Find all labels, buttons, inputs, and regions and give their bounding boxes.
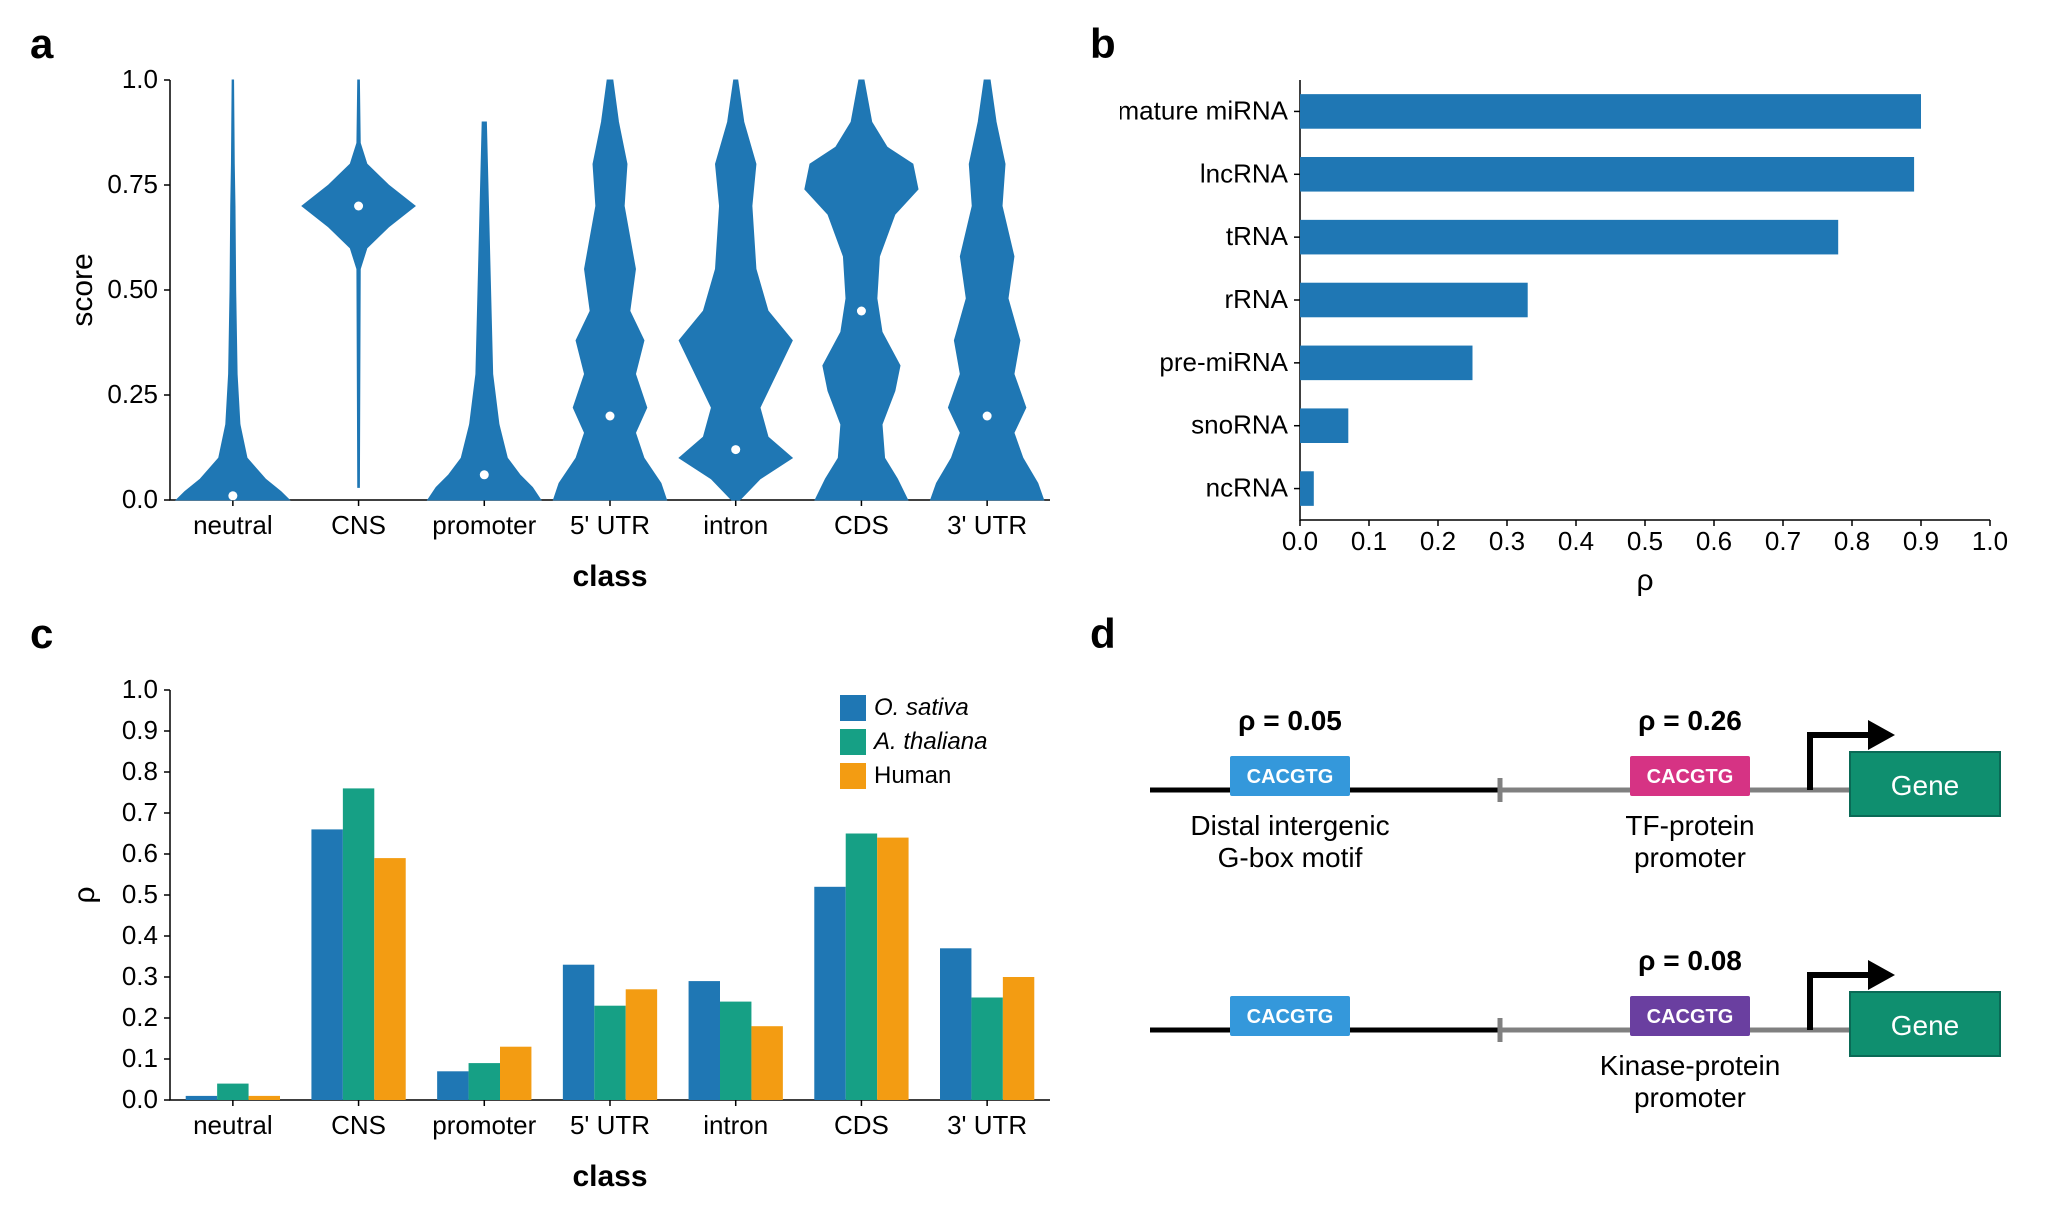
svg-text:0.9: 0.9 <box>122 715 158 745</box>
violin-plot: 0.0 0.25 0.50 0.75 1.0 score class neutral CNS pr… <box>70 60 1070 600</box>
svg-text:promoter: promoter <box>1634 842 1746 873</box>
svg-text:5' UTR: 5' UTR <box>570 510 650 540</box>
svg-text:0.0: 0.0 <box>122 1084 158 1114</box>
legend: O. sativa A. thaliana Human <box>840 694 987 789</box>
svg-text:0.2: 0.2 <box>1420 526 1456 556</box>
svg-text:snoRNA: snoRNA <box>1191 410 1288 440</box>
svg-text:mature miRNA: mature miRNA <box>1120 95 1289 125</box>
svg-text:0.3: 0.3 <box>1489 526 1525 556</box>
svg-text:Distal intergenic: Distal intergenic <box>1190 810 1389 841</box>
svg-text:ρ = 0.05: ρ = 0.05 <box>1238 705 1342 736</box>
svg-text:0.5: 0.5 <box>1627 526 1663 556</box>
svg-text:CACGTG: CACGTG <box>1647 1006 1734 1028</box>
svg-text:Human: Human <box>874 762 951 789</box>
svg-text:intron: intron <box>703 510 768 540</box>
svg-text:Gene: Gene <box>1891 1010 1960 1041</box>
svg-text:0.50: 0.50 <box>107 274 158 304</box>
svg-text:CACGTG: CACGTG <box>1247 1006 1334 1028</box>
svg-text:neutral: neutral <box>193 510 273 540</box>
svg-text:CNS: CNS <box>331 510 386 540</box>
svg-text:CACGTG: CACGTG <box>1647 766 1734 788</box>
svg-text:0.2: 0.2 <box>122 1002 158 1032</box>
svg-text:3' UTR: 3' UTR <box>947 510 1027 540</box>
svg-text:0.7: 0.7 <box>122 797 158 827</box>
svg-text:1.0: 1.0 <box>1972 526 2008 556</box>
svg-text:1.0: 1.0 <box>122 674 158 704</box>
svg-text:ρ = 0.26: ρ = 0.26 <box>1638 705 1742 736</box>
svg-text:0.8: 0.8 <box>1834 526 1870 556</box>
panel-label-d: d <box>1090 610 1116 658</box>
panel-label-c: c <box>30 610 53 658</box>
svg-text:0.4: 0.4 <box>1558 526 1594 556</box>
svg-text:0.8: 0.8 <box>122 756 158 786</box>
svg-text:0.6: 0.6 <box>1696 526 1732 556</box>
svg-text:pre-miRNA: pre-miRNA <box>1159 347 1288 377</box>
svg-text:lncRNA: lncRNA <box>1200 158 1289 188</box>
svg-text:score: score <box>70 253 99 326</box>
svg-text:3' UTR: 3' UTR <box>947 1110 1027 1140</box>
svg-text:0.25: 0.25 <box>107 379 158 409</box>
svg-text:0.1: 0.1 <box>122 1043 158 1073</box>
svg-text:0.6: 0.6 <box>122 838 158 868</box>
svg-text:O. sativa: O. sativa <box>874 694 969 721</box>
horizontal-bar-chart: 0.0 0.1 0.2 0.3 0.4 0.5 0.6 0.7 0.8 0.9 1.0 ρ mature… <box>1120 60 2020 600</box>
svg-text:1.0: 1.0 <box>122 64 158 94</box>
svg-text:class: class <box>572 560 647 593</box>
svg-text:0.9: 0.9 <box>1903 526 1939 556</box>
svg-text:0.75: 0.75 <box>107 169 158 199</box>
svg-text:ncRNA: ncRNA <box>1206 473 1289 503</box>
figure-root: a b c d 0.0 0.25 0.50 0.75 1.0 score class neut… <box>20 20 2052 1207</box>
svg-text:promoter: promoter <box>432 1110 536 1140</box>
svg-text:neutral: neutral <box>193 1110 273 1140</box>
svg-text:CDS: CDS <box>834 510 889 540</box>
svg-text:0.0: 0.0 <box>1282 526 1318 556</box>
svg-text:CACGTG: CACGTG <box>1247 766 1334 788</box>
svg-text:0.3: 0.3 <box>122 961 158 991</box>
svg-text:0.7: 0.7 <box>1765 526 1801 556</box>
svg-text:0.1: 0.1 <box>1351 526 1387 556</box>
svg-text:A. thaliana: A. thaliana <box>872 728 987 755</box>
panel-label-b: b <box>1090 20 1116 68</box>
svg-text:rRNA: rRNA <box>1224 284 1288 314</box>
panel-label-a: a <box>30 20 53 68</box>
svg-text:0.4: 0.4 <box>122 920 158 950</box>
svg-text:promoter: promoter <box>1634 1082 1746 1113</box>
svg-text:class: class <box>572 1160 647 1193</box>
svg-text:Kinase-protein: Kinase-protein <box>1600 1050 1781 1081</box>
svg-text:5' UTR: 5' UTR <box>570 1110 650 1140</box>
svg-text:intron: intron <box>703 1110 768 1140</box>
svg-text:Gene: Gene <box>1891 770 1960 801</box>
svg-text:tRNA: tRNA <box>1226 221 1289 251</box>
svg-text:ρ: ρ <box>1636 564 1653 597</box>
svg-text:G-box motif: G-box motif <box>1218 842 1363 873</box>
svg-text:0.5: 0.5 <box>122 879 158 909</box>
svg-text:ρ = 0.08: ρ = 0.08 <box>1638 945 1742 976</box>
svg-text:CNS: CNS <box>331 1110 386 1140</box>
grouped-bar-chart: 0.0 0.1 0.2 0.3 0.4 0.5 0.6 0.7 0.8 0.9 1.0 ρ class n… <box>70 660 1070 1200</box>
motif-diagram: CACGTG CACGTG Gene ρ = 0.05 ρ = 0.26 Distal i… <box>1150 680 2020 1200</box>
svg-text:CDS: CDS <box>834 1110 889 1140</box>
svg-text:0.0: 0.0 <box>122 484 158 514</box>
svg-text:promoter: promoter <box>432 510 536 540</box>
svg-text:TF-protein: TF-protein <box>1625 810 1754 841</box>
svg-text:ρ: ρ <box>70 886 101 903</box>
